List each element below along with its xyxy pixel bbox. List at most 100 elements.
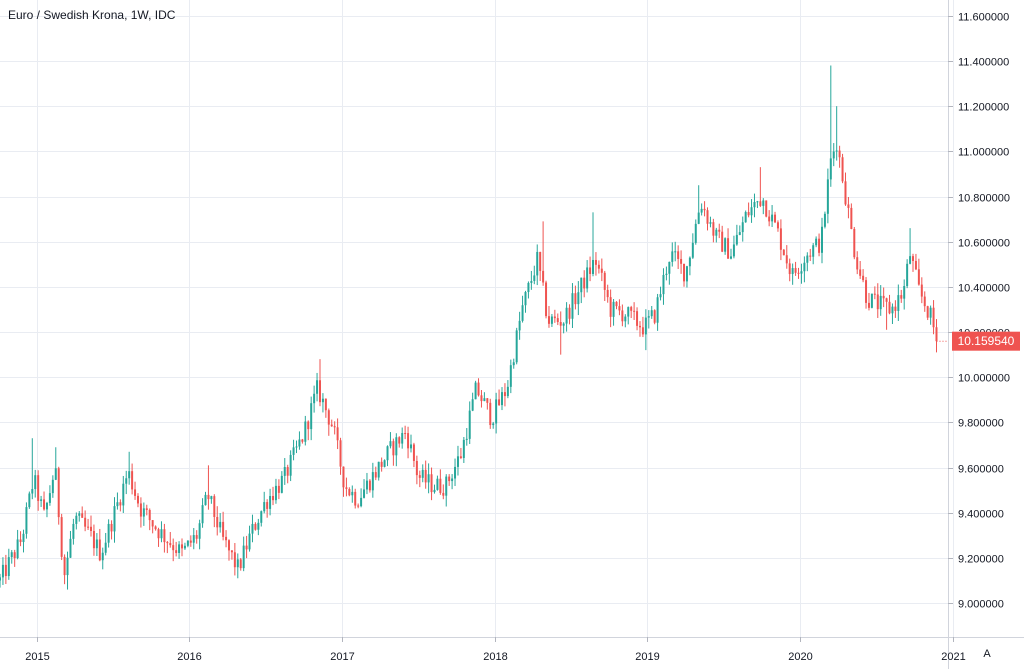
candle-body	[342, 466, 345, 488]
candle-body	[753, 202, 756, 208]
candle-body	[456, 456, 459, 467]
candle-body	[806, 255, 809, 263]
last-price-tag: 10.159540	[952, 331, 1020, 351]
candles[interactable]	[0, 65, 948, 590]
candle-body	[697, 212, 700, 224]
candle-body	[765, 200, 768, 217]
candle-body	[374, 472, 377, 478]
candle-body	[16, 539, 19, 559]
auto-scale-button[interactable]: A	[983, 648, 991, 660]
y-tick-label: 10.000000	[958, 373, 1010, 385]
candle-body	[219, 521, 222, 528]
candle-body	[641, 327, 644, 335]
candle-body	[327, 410, 330, 425]
candle-body	[638, 325, 641, 328]
candle-body	[43, 499, 46, 510]
candle-body	[677, 251, 680, 259]
candle-body	[894, 306, 897, 311]
candle-body	[292, 447, 295, 455]
candle-body	[926, 306, 929, 318]
candle-body	[57, 468, 60, 518]
time-axis[interactable]: 2015 2016 2017 2018 2019 2020 2021	[25, 637, 966, 663]
candle-body	[609, 297, 612, 317]
candle-body	[685, 266, 688, 282]
candle-body	[354, 491, 357, 506]
candle-body	[462, 439, 465, 458]
candle-body	[289, 454, 292, 476]
candle-body	[727, 238, 730, 259]
candle-body	[483, 398, 486, 402]
candle-body	[321, 398, 324, 403]
candle-body	[95, 539, 98, 549]
grid-lines	[0, 0, 954, 637]
candle-body	[671, 251, 674, 262]
candle-body	[360, 497, 363, 507]
candle-body	[818, 238, 821, 253]
price-axis[interactable]: 9.000000 9.200000 9.400000 9.600000 9.800000…	[948, 12, 1010, 611]
candle-body	[404, 433, 407, 435]
candle-body	[172, 545, 175, 551]
candle-body	[644, 317, 647, 335]
candle-body	[888, 301, 891, 314]
candle-body	[524, 292, 527, 306]
candle-body	[131, 471, 134, 490]
candle-body	[782, 249, 785, 256]
candle-body	[40, 499, 43, 501]
candle-body	[856, 257, 859, 270]
candle-body	[448, 476, 451, 482]
last-price-label: 10.159540	[958, 334, 1015, 348]
candle-body	[357, 505, 360, 507]
candle-body	[424, 469, 427, 483]
candle-body	[7, 557, 10, 577]
candle-body	[363, 489, 366, 498]
candle-body	[735, 234, 738, 245]
candle-body	[421, 469, 424, 478]
candle-body	[606, 289, 609, 298]
x-tick-label: 2019	[635, 651, 659, 663]
candle-body	[407, 433, 410, 449]
candle-body	[615, 301, 618, 307]
candle-body	[876, 294, 879, 310]
candle-body	[433, 489, 436, 493]
candle-body	[415, 460, 418, 476]
candle-body	[870, 293, 873, 308]
candle-body	[903, 286, 906, 299]
candle-body	[392, 441, 395, 456]
candle-body	[351, 491, 354, 496]
candle-body	[700, 208, 703, 213]
candle-body	[87, 526, 90, 528]
candle-body	[477, 382, 480, 396]
candle-body	[245, 545, 248, 550]
candle-body	[574, 293, 577, 305]
candle-body	[474, 382, 477, 400]
candle-body	[368, 480, 371, 491]
candle-body	[163, 529, 166, 543]
candle-body	[624, 316, 627, 322]
candle-body	[427, 474, 430, 483]
candle-body	[1, 564, 4, 578]
candle-body	[791, 268, 794, 275]
candle-body	[715, 229, 718, 236]
candle-body	[13, 552, 16, 559]
candle-body	[142, 508, 145, 517]
y-tick-label: 11.600000	[958, 12, 1009, 24]
candle-body	[63, 556, 66, 576]
candle-body	[101, 552, 104, 561]
candle-body	[659, 294, 662, 298]
candle-body	[248, 533, 251, 550]
candle-body	[148, 509, 151, 521]
candle-body	[712, 222, 715, 236]
candle-body	[119, 502, 122, 506]
candle-body	[251, 523, 254, 534]
last-price-background	[952, 331, 1020, 351]
candle-body	[832, 151, 835, 159]
candle-body	[656, 297, 659, 323]
candle-body	[69, 538, 72, 558]
candle-body	[195, 535, 198, 539]
candle-body	[113, 506, 116, 532]
candle-body	[794, 268, 797, 273]
candle-body	[157, 529, 160, 539]
candle-body	[116, 502, 119, 507]
candle-body	[738, 232, 741, 235]
